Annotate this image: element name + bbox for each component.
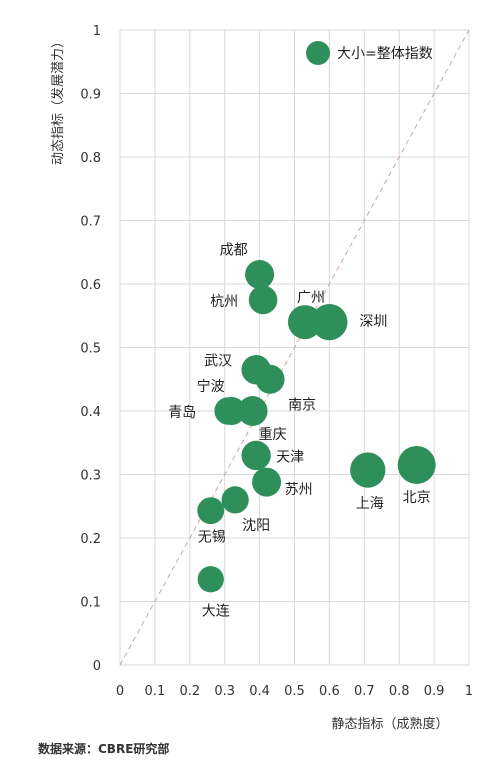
city-label: 无锡	[198, 530, 226, 546]
bubbles	[197, 259, 436, 593]
bubble	[255, 364, 285, 394]
data-source-note: 数据来源：CBRE研究部	[38, 742, 170, 756]
bubble	[350, 452, 386, 488]
city-label: 宁波	[197, 378, 225, 395]
city-label: 天津	[276, 449, 304, 465]
y-tick-label: 0.1	[80, 596, 101, 611]
city-label: 成都	[220, 242, 248, 258]
legend-label: 大小=整体指数	[337, 46, 433, 62]
x-tick-label: 0.1	[145, 684, 166, 699]
x-tick-label: 0.3	[214, 684, 235, 699]
y-tick-label: 0.4	[80, 405, 101, 420]
city-label: 深圳	[359, 314, 387, 330]
bubble	[311, 304, 348, 341]
y-axis-title: 动态指标（发展潜力）	[50, 35, 66, 165]
scatter-chart: 0 0.1 0.2 0.3 0.4 0.5 0.6 0.7 0.8 0.9 1 0 0.1 0.2 0.3 0…	[50, 24, 473, 732]
city-label: 重庆	[259, 427, 287, 443]
bubble	[248, 285, 278, 315]
y-tick-label: 0.9	[80, 88, 101, 103]
x-tick-label: 0.9	[424, 684, 445, 699]
legend: 大小=整体指数	[306, 41, 433, 65]
bubble	[197, 566, 224, 593]
x-tick-label: 0.2	[179, 684, 200, 699]
city-label: 苏州	[285, 482, 313, 498]
y-tick-label: 0.3	[80, 469, 101, 484]
bubble	[197, 497, 225, 525]
city-label: 青岛	[168, 405, 196, 421]
x-axis-title: 静态指标（成熟度）	[331, 716, 448, 732]
y-tick-label: 0.5	[80, 342, 101, 357]
city-label: 上海	[356, 496, 384, 512]
city-label: 大连	[202, 603, 230, 619]
tick-labels: 0 0.1 0.2 0.3 0.4 0.5 0.6 0.7 0.8 0.9 1 0 0.1 0.2 0.3 0…	[80, 24, 473, 699]
city-label: 沈阳	[242, 518, 270, 534]
y-tick-label: 0.6	[80, 278, 101, 293]
bubble	[221, 486, 249, 514]
bubble	[252, 467, 282, 497]
y-tick-label: 0.7	[80, 215, 101, 230]
y-tick-label: 0	[93, 659, 101, 674]
bubble	[241, 440, 271, 471]
x-tick-label: 1	[465, 684, 473, 699]
y-tick-label: 0.8	[80, 151, 101, 166]
diagonal-reference-line	[119, 29, 470, 666]
city-label: 南京	[288, 397, 316, 413]
x-tick-label: 0.7	[354, 684, 375, 699]
legend-bubble	[306, 41, 330, 65]
y-tick-label: 1	[93, 24, 101, 39]
city-label: 杭州	[210, 294, 238, 310]
city-label: 北京	[403, 490, 431, 506]
y-tick-label: 0.2	[80, 532, 101, 547]
bubble	[245, 259, 275, 289]
x-tick-label: 0.5	[284, 684, 305, 699]
x-tick-label: 0.6	[319, 684, 340, 699]
city-label: 广州	[297, 290, 325, 306]
x-tick-label: 0.8	[389, 684, 410, 699]
bubble	[397, 445, 436, 484]
x-tick-label: 0.4	[249, 684, 270, 699]
bubble	[214, 397, 242, 425]
x-tick-label: 0	[116, 684, 124, 699]
city-label: 武汉	[204, 354, 232, 370]
bubble	[237, 396, 268, 426]
